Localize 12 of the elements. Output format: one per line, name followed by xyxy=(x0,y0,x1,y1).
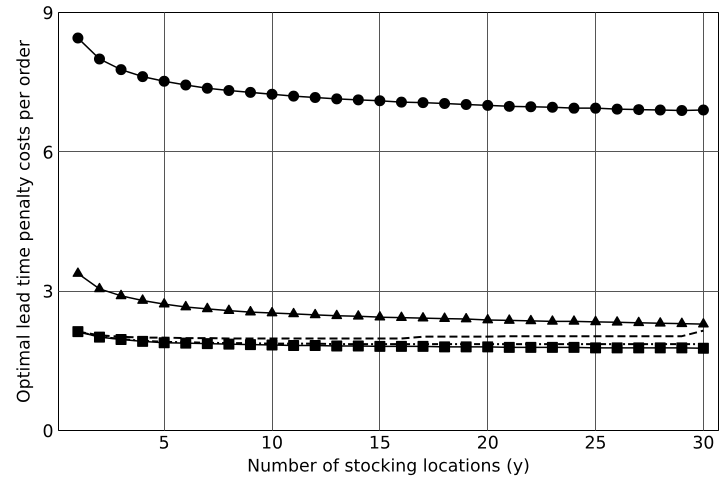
y-tick-label: 3 xyxy=(42,282,54,303)
y-tick-label: 0 xyxy=(42,422,54,442)
y-tick-label: 6 xyxy=(42,143,54,164)
y-axis-title: Optimal lead time penalty costs per order xyxy=(14,39,34,403)
x-tick-label: 5 xyxy=(158,434,170,454)
x-tick-label: 30 xyxy=(692,434,714,454)
x-tick-label: 25 xyxy=(584,434,607,454)
x-axis-title: Number of stocking locations (y) xyxy=(247,456,530,476)
x-tick-label: 20 xyxy=(476,434,499,454)
x-tick-label: 15 xyxy=(368,434,391,454)
x-tick-label: 10 xyxy=(261,434,284,454)
y-tick-label: 9 xyxy=(42,4,54,24)
